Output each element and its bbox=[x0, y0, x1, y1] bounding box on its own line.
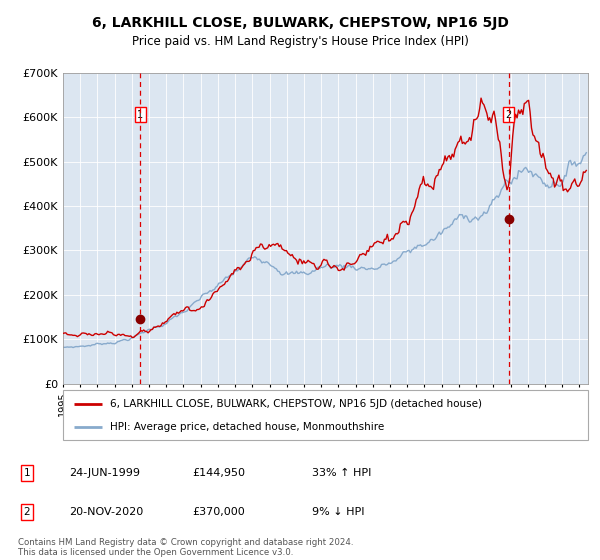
Text: 24-JUN-1999: 24-JUN-1999 bbox=[69, 468, 140, 478]
Text: Price paid vs. HM Land Registry's House Price Index (HPI): Price paid vs. HM Land Registry's House … bbox=[131, 35, 469, 48]
Text: 6, LARKHILL CLOSE, BULWARK, CHEPSTOW, NP16 5JD: 6, LARKHILL CLOSE, BULWARK, CHEPSTOW, NP… bbox=[92, 16, 508, 30]
Text: 6, LARKHILL CLOSE, BULWARK, CHEPSTOW, NP16 5JD (detached house): 6, LARKHILL CLOSE, BULWARK, CHEPSTOW, NP… bbox=[110, 399, 482, 409]
Text: 2: 2 bbox=[23, 507, 31, 517]
Text: 1: 1 bbox=[23, 468, 31, 478]
Text: 9% ↓ HPI: 9% ↓ HPI bbox=[312, 507, 365, 517]
Text: 20-NOV-2020: 20-NOV-2020 bbox=[69, 507, 143, 517]
Text: 1: 1 bbox=[137, 110, 143, 120]
Text: 33% ↑ HPI: 33% ↑ HPI bbox=[312, 468, 371, 478]
Text: £144,950: £144,950 bbox=[192, 468, 245, 478]
FancyBboxPatch shape bbox=[63, 390, 588, 440]
Text: HPI: Average price, detached house, Monmouthshire: HPI: Average price, detached house, Monm… bbox=[110, 422, 385, 432]
Text: 2: 2 bbox=[506, 110, 512, 120]
Text: £370,000: £370,000 bbox=[192, 507, 245, 517]
Text: Contains HM Land Registry data © Crown copyright and database right 2024.
This d: Contains HM Land Registry data © Crown c… bbox=[18, 538, 353, 557]
